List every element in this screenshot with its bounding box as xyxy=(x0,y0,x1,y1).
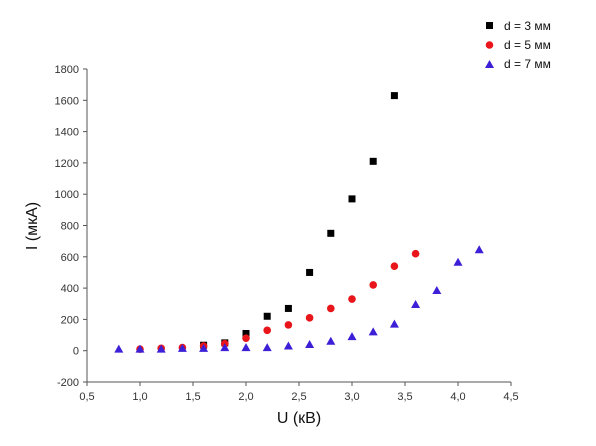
data-point-square xyxy=(348,195,356,203)
data-point-circle xyxy=(369,281,378,289)
x-tick-label: 1,0 xyxy=(132,391,147,403)
y-tick-label: 400 xyxy=(61,283,79,295)
data-point-square xyxy=(390,92,398,100)
x-tick-label: 4,5 xyxy=(503,391,518,403)
data-point-circle xyxy=(263,326,272,335)
data-point-triangle xyxy=(241,343,251,352)
y-tick-label: 600 xyxy=(61,252,79,264)
data-points xyxy=(114,92,484,353)
data-point-circle xyxy=(242,334,250,342)
x-tick-label: 4,0 xyxy=(450,391,465,403)
data-point-circle xyxy=(411,249,420,258)
data-point-circle xyxy=(284,321,293,329)
legend-item: d = 5 мм xyxy=(485,38,551,52)
legend-item: d = 7 мм xyxy=(485,57,551,71)
data-point-triangle xyxy=(326,336,336,345)
x-tick-label: 2,5 xyxy=(291,391,306,403)
legend-label: d = 5 мм xyxy=(504,38,551,52)
y-axis-title: I (мкА) xyxy=(24,202,41,250)
legend: d = 3 мм d = 5 мм d = 7 мм xyxy=(485,19,551,71)
x-tick-label: 3,0 xyxy=(344,391,359,403)
data-point-triangle xyxy=(347,332,357,341)
data-point-triangle xyxy=(220,343,230,352)
x-ticks: 0,5 1,0 1,5 2,0 2,5 3,0 3,5 4,0 4,5 xyxy=(79,382,519,403)
x-axis-title: U (кВ) xyxy=(277,410,321,427)
y-tick-label: 1800 xyxy=(55,64,79,76)
y-tick-label: 1400 xyxy=(55,127,79,139)
data-point-triangle xyxy=(262,343,272,352)
data-point-circle xyxy=(327,304,335,313)
data-point-triangle xyxy=(453,257,463,266)
data-point-triangle xyxy=(305,339,315,348)
x-tick-label: 0,5 xyxy=(79,391,94,403)
legend-label: d = 3 мм xyxy=(504,19,551,33)
data-point-square xyxy=(284,304,292,312)
legend-marker-circle xyxy=(485,41,494,49)
data-point-square xyxy=(306,268,314,276)
data-point-triangle xyxy=(114,344,124,353)
data-point-triangle xyxy=(199,343,209,352)
x-tick-label: 2,0 xyxy=(238,391,253,403)
data-point-triangle xyxy=(156,344,166,353)
y-tick-label: 0 xyxy=(73,346,79,358)
y-ticks: -200 0 200 400 600 800 1000 1200 1400 1600 1800 xyxy=(55,64,87,389)
data-point-square xyxy=(242,329,250,337)
axes xyxy=(86,69,511,383)
data-point-triangle xyxy=(389,319,399,328)
data-point-triangle xyxy=(283,341,293,350)
x-tick-label: 1,5 xyxy=(185,391,200,403)
data-point-square xyxy=(263,312,271,320)
legend-marker-triangle xyxy=(485,60,494,68)
data-point-triangle xyxy=(177,343,187,352)
data-point-circle xyxy=(305,314,314,322)
y-tick-label: 1200 xyxy=(55,158,79,170)
data-point-square xyxy=(369,157,377,165)
data-point-triangle xyxy=(368,327,378,336)
y-tick-label: -200 xyxy=(57,377,79,389)
y-tick-label: 200 xyxy=(61,314,79,326)
legend-item: d = 3 мм xyxy=(486,19,551,33)
data-point-triangle xyxy=(432,285,442,294)
y-tick-label: 1000 xyxy=(55,189,79,201)
x-tick-label: 3,5 xyxy=(397,391,412,403)
data-point-triangle xyxy=(474,245,484,254)
data-point-triangle xyxy=(135,344,145,353)
data-point-triangle xyxy=(411,300,421,309)
legend-marker-square xyxy=(486,22,493,29)
y-tick-label: 800 xyxy=(61,221,79,233)
data-point-square xyxy=(327,229,335,237)
data-point-circle xyxy=(348,295,356,303)
y-tick-label: 1600 xyxy=(55,95,79,107)
data-point-circle xyxy=(390,262,399,270)
legend-label: d = 7 мм xyxy=(504,57,551,71)
